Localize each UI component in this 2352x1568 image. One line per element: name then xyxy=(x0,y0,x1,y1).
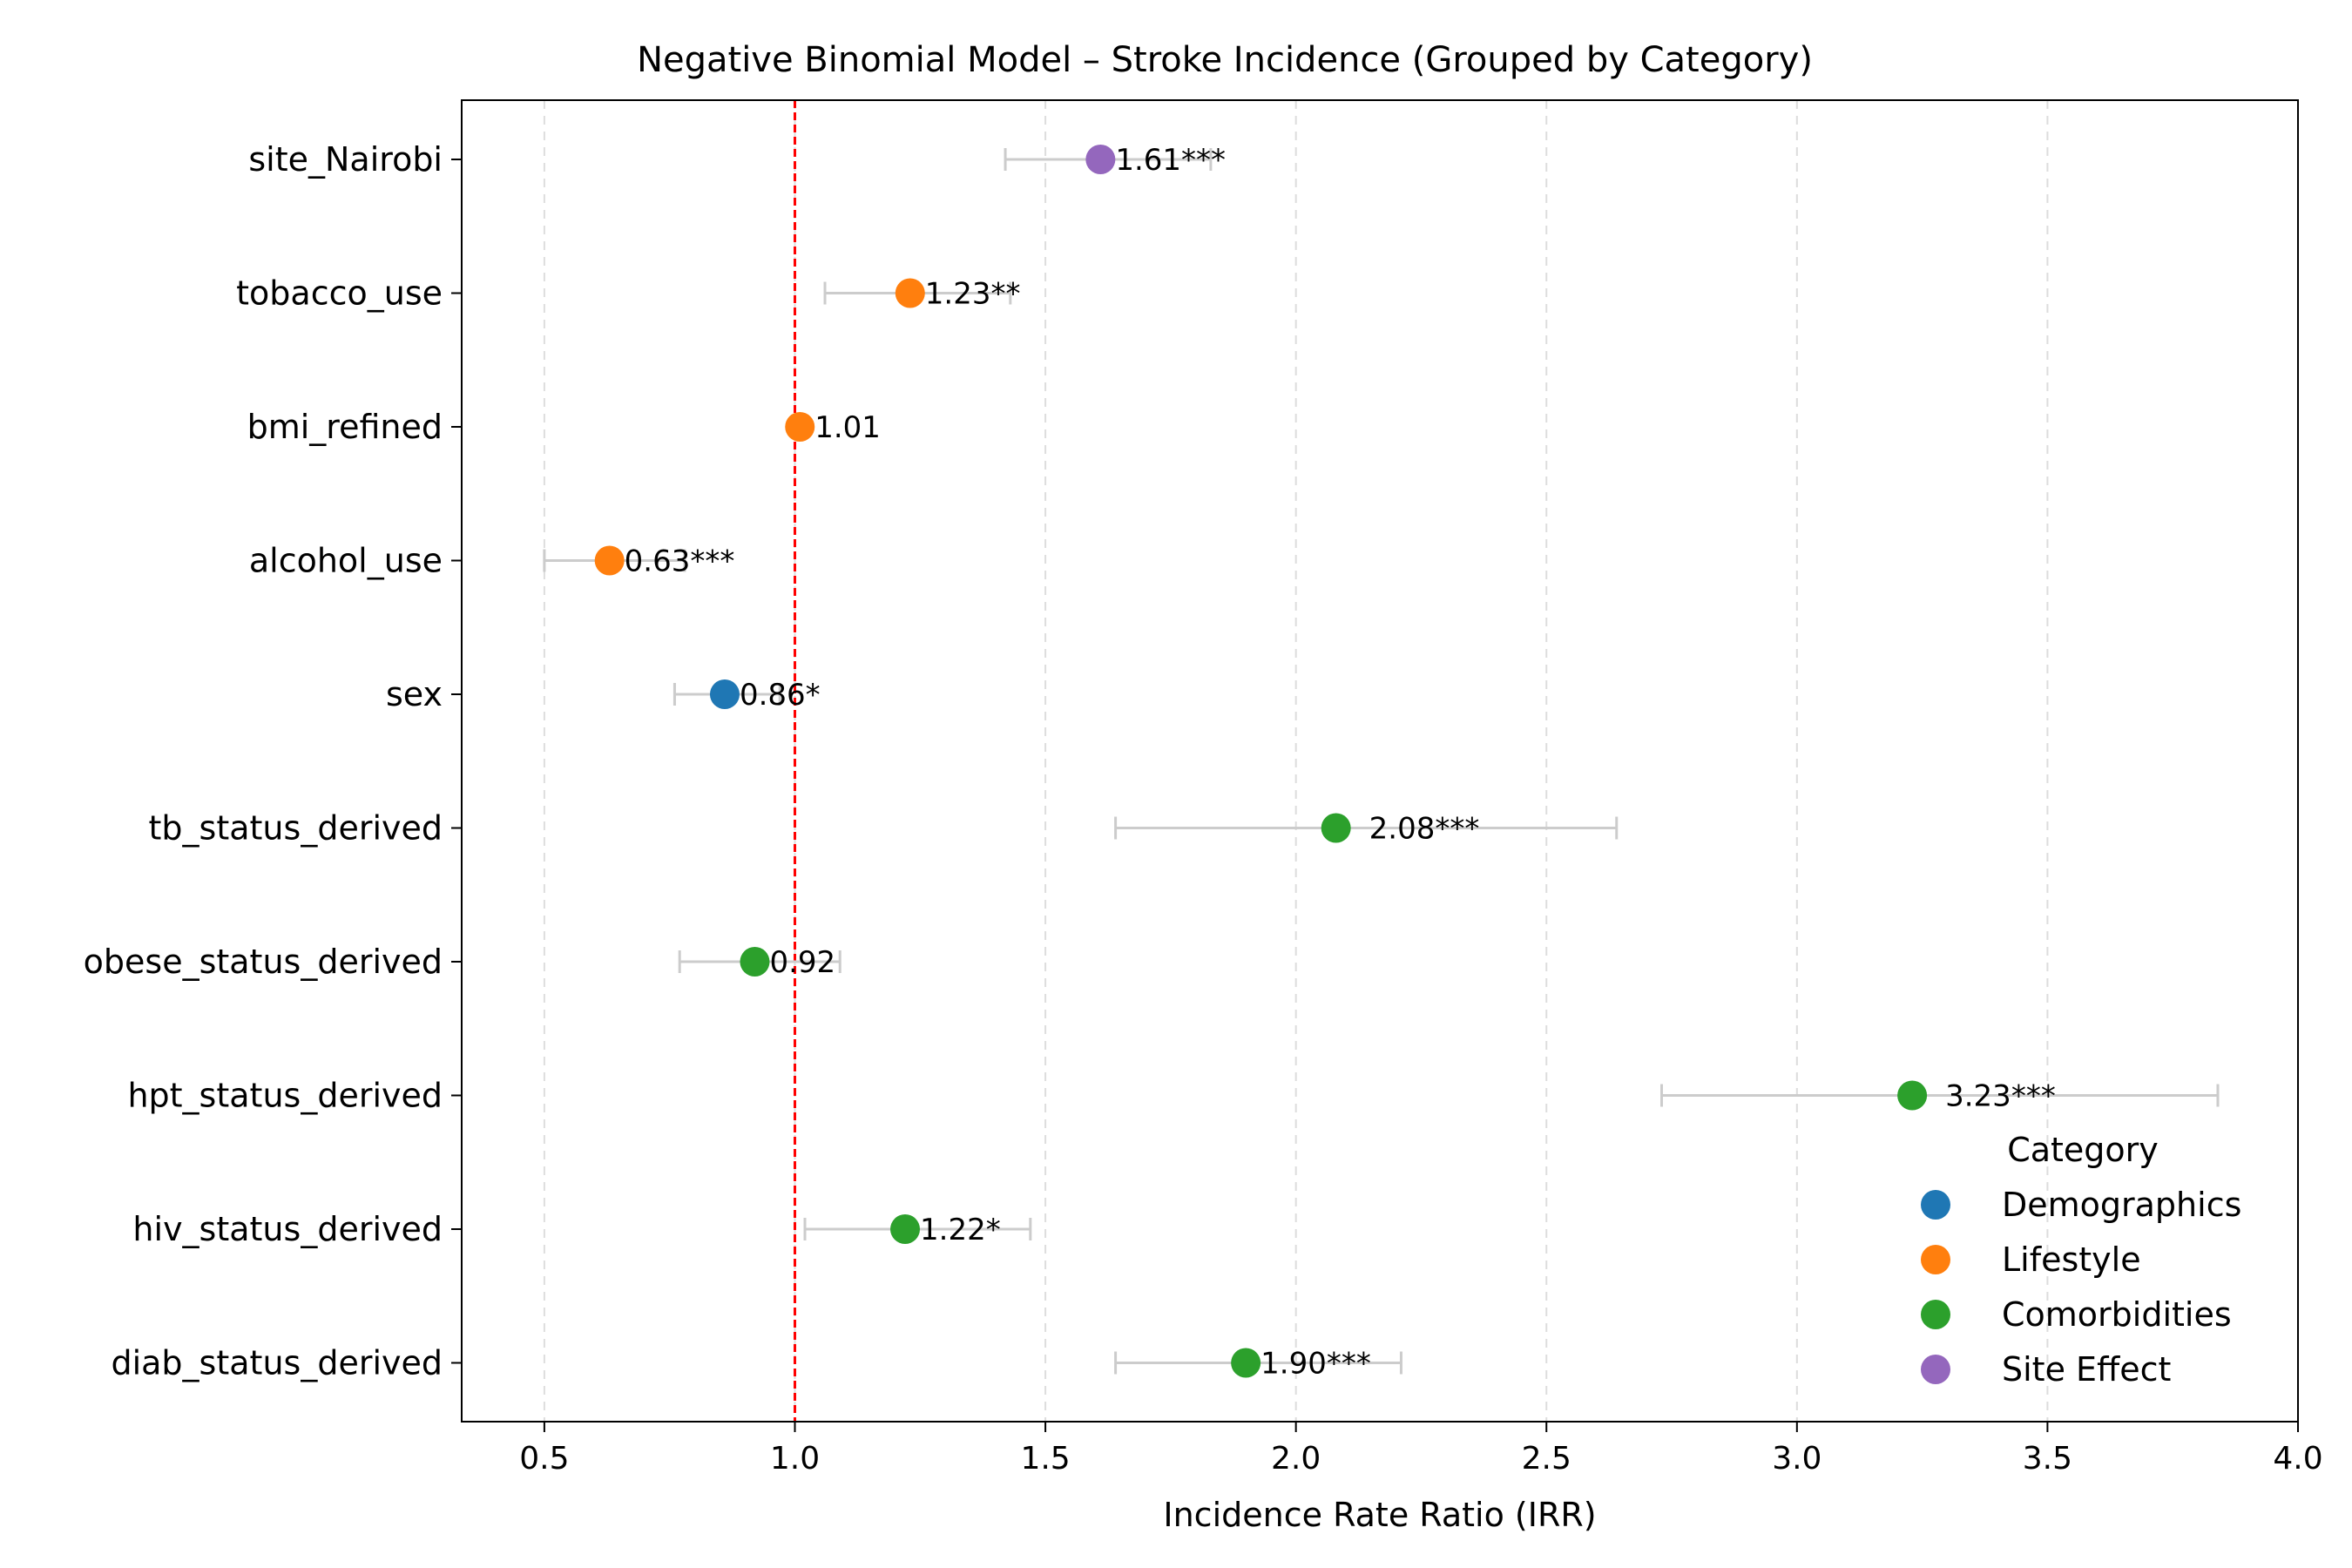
y-tick-label: alcohol_use xyxy=(249,542,443,580)
legend-label: Demographics xyxy=(2002,1186,2241,1224)
point-layer xyxy=(594,145,1928,1378)
point-annotation: 0.63*** xyxy=(625,544,735,579)
x-tick-label: 3.5 xyxy=(2023,1441,2072,1477)
chart-title: Negative Binomial Model – Stroke Inciden… xyxy=(637,40,1813,80)
x-tick-label: 3.0 xyxy=(1772,1441,1821,1477)
y-axis: site_Nairobi tobacco_use bmi_refinedalcoho… xyxy=(84,140,462,1382)
y-tick-label: diab_status_derived xyxy=(111,1344,443,1382)
data-point xyxy=(594,545,625,576)
y-tick-label: hiv_status_derived xyxy=(132,1210,443,1248)
x-tick-label: 1.5 xyxy=(1020,1441,1070,1477)
data-point xyxy=(1085,145,1116,174)
legend-label: Lifestyle xyxy=(2002,1240,2141,1279)
data-point xyxy=(785,412,815,442)
y-tick-label: hpt_status_derived xyxy=(127,1077,443,1115)
data-point xyxy=(895,278,925,308)
point-annotation: 1.01 xyxy=(814,410,881,445)
point-annotation: 1.61*** xyxy=(1115,143,1226,178)
legend-title: Category xyxy=(2007,1131,2159,1169)
point-annotation: 1.90*** xyxy=(1260,1347,1371,1382)
y-tick-label: bmi_refined xyxy=(247,408,443,446)
point-annotation: 0.86* xyxy=(740,678,821,713)
data-point xyxy=(709,679,740,709)
legend-marker xyxy=(1921,1300,1950,1329)
legend-label: Site Effect xyxy=(2002,1350,2171,1389)
point-annotation: 0.92 xyxy=(769,945,835,980)
x-tick-label: 2.0 xyxy=(1271,1441,1321,1477)
x-axis-label: Incidence Rate Ratio (IRR) xyxy=(1163,1496,1596,1534)
y-tick-label: obese_status_derived xyxy=(84,943,443,981)
x-tick-label: 2.5 xyxy=(1522,1441,1571,1477)
y-tick-label: tb_status_derived xyxy=(149,809,443,848)
x-tick-label: 0.5 xyxy=(519,1441,569,1477)
y-tick-label: site_Nairobi xyxy=(248,140,443,179)
legend-marker xyxy=(1921,1190,1950,1220)
legend: Category Demographics Lifestyle Comorbidit… xyxy=(1921,1131,2241,1389)
data-point xyxy=(1321,813,1351,843)
point-annotation: 2.08*** xyxy=(1369,812,1480,847)
data-point xyxy=(890,1214,921,1244)
data-point xyxy=(1897,1080,1928,1111)
x-tick-label: 1.0 xyxy=(770,1441,820,1477)
data-point xyxy=(740,947,770,977)
x-tick-label: 4.0 xyxy=(2273,1441,2322,1477)
data-point xyxy=(1231,1348,1261,1378)
legend-marker xyxy=(1921,1355,1950,1384)
point-annotation: 1.22* xyxy=(920,1213,1001,1247)
x-axis: 0.5 1.0 1.5 2.0 2.5 3.0 3.5 4.0 xyxy=(519,1422,2323,1477)
point-annotation: 1.23** xyxy=(925,277,1021,312)
legend-label: Comorbidities xyxy=(2002,1295,2232,1334)
legend-marker xyxy=(1921,1245,1950,1274)
annotation-layer: 1.61*** 1.23** 1.01 0.63*** 0.86* 2.08*** 0.92… xyxy=(625,143,2056,1382)
y-tick-label: tobacco_use xyxy=(236,274,443,313)
legend-entries: Demographics Lifestyle Comorbidities Site E… xyxy=(1921,1186,2241,1389)
y-tick-label: sex xyxy=(386,675,443,713)
point-annotation: 3.23*** xyxy=(1945,1079,2056,1114)
plot-frame xyxy=(461,99,2299,1423)
